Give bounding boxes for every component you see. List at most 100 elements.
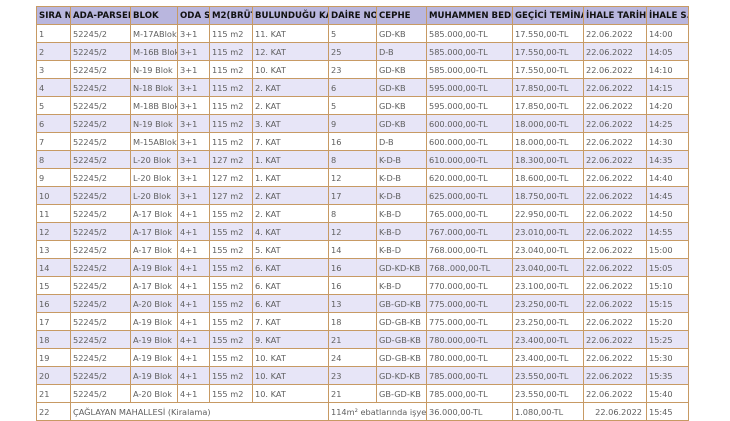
cell-daire-no: 8 (328, 150, 377, 169)
cell-ihale-saati: 14:45 (646, 186, 689, 205)
cell-sira-no: 20 (36, 366, 71, 385)
cell-ada-parsel: 52245/2 (70, 96, 131, 115)
table-row: 11 52245/2 A-17 Blok 4+1 155 m2 2. KAT 8 K-B-D 7… (36, 204, 689, 223)
cell-ihale-tarihi: 22.06.2022 (583, 168, 647, 187)
cell-ihale-saati: 14:00 (646, 24, 689, 43)
cell-ada-parsel: 52245/2 (70, 366, 131, 385)
cell-m2-brut: 155 m2 (209, 348, 253, 367)
cell-muhammen-bedel: 620.000,00-TL (426, 168, 513, 187)
cell-blok: A-17 Blok (130, 240, 178, 259)
cell-oda-sayisi: 3+1 (177, 78, 210, 97)
cell-daire-no: 21 (328, 384, 377, 403)
cell-muhammen-bedel: 768..000,00-TL (426, 258, 513, 277)
cell-ihale-saati: 15:05 (646, 258, 689, 277)
cell-ihale-tarihi: 22.06.2022 (583, 240, 647, 259)
cell-gecici-teminat: 1.080,00-TL (512, 402, 584, 421)
cell-m2-brut: 155 m2 (209, 384, 253, 403)
table-row: 3 52245/2 N-19 Blok 3+1 115 m2 10. KAT 23 GD-KB… (36, 60, 689, 79)
header-sira-no: SIRA N. (36, 6, 71, 25)
cell-oda-sayisi: 3+1 (177, 114, 210, 133)
cell-m2-brut: 115 m2 (209, 132, 253, 151)
cell-ihale-tarihi: 22.06.2022 (583, 348, 647, 367)
cell-blok: A-17 Blok (130, 204, 178, 223)
cell-ada-parsel: 52245/2 (70, 168, 131, 187)
cell-bulundugu-kat: 1. KAT (252, 168, 329, 187)
cell-m2-brut: 115 m2 (209, 114, 253, 133)
cell-oda-sayisi: 3+1 (177, 186, 210, 205)
cell-ihale-saati: 15:00 (646, 240, 689, 259)
cell-blok: A-19 Blok (130, 258, 178, 277)
cell-bulundugu-kat: 6. KAT (252, 294, 329, 313)
cell-ada-parsel: 52245/2 (70, 222, 131, 241)
cell-daire-no: 8 (328, 204, 377, 223)
cell-ihale-saati: 14:25 (646, 114, 689, 133)
cell-ihale-saati: 14:05 (646, 42, 689, 61)
cell-oda-sayisi: 4+1 (177, 276, 210, 295)
table-row: 5 52245/2 M-18B Blok 3+1 115 m2 2. KAT 5 GD-KB 5… (36, 96, 689, 115)
cell-sira-no: 9 (36, 168, 71, 187)
cell-blok: M-16B Blok (130, 42, 178, 61)
cell-daire-no: 23 (328, 60, 377, 79)
cell-cephe: GB-GD-KB (376, 384, 427, 403)
cell-ihale-tarihi: 22.06.2022 (583, 60, 647, 79)
cell-oda-sayisi: 4+1 (177, 330, 210, 349)
cell-sira-no: 3 (36, 60, 71, 79)
cell-bulundugu-kat: 6. KAT (252, 258, 329, 277)
cell-ihale-tarihi: 22.06.2022 (583, 222, 647, 241)
header-daire-no: DAİRE NO (328, 6, 377, 25)
cell-daire-no: 18 (328, 312, 377, 331)
header-gecici-teminat: GEÇİCİ TEMİNAT (512, 6, 584, 25)
cell-gecici-teminat: 18.000,00-TL (512, 132, 584, 151)
cell-ihale-saati: 14:50 (646, 204, 689, 223)
cell-daire-no: 16 (328, 132, 377, 151)
cell-sira-no: 5 (36, 96, 71, 115)
cell-oda-sayisi: 3+1 (177, 42, 210, 61)
cell-gecici-teminat: 23.550,00-TL (512, 384, 584, 403)
table-row: 2 52245/2 M-16B Blok 3+1 115 m2 12. KAT 25 D-B 5… (36, 42, 689, 61)
cell-ada-parsel: 52245/2 (70, 186, 131, 205)
table-row: 10 52245/2 L-20 Blok 3+1 127 m2 2. KAT 17 K-D-B… (36, 186, 689, 205)
cell-muhammen-bedel: 36.000,00-TL (426, 402, 513, 421)
table-row: 13 52245/2 A-17 Blok 4+1 155 m2 5. KAT 14 K-B-D… (36, 240, 689, 259)
cell-muhammen-bedel: 600.000,00-TL (426, 114, 513, 133)
table-row: 21 52245/2 A-20 Blok 4+1 155 m2 10. KAT 21 GB-G… (36, 384, 689, 403)
cell-m2-brut: 115 m2 (209, 96, 253, 115)
cell-cephe: D-B (376, 42, 427, 61)
header-cephe: CEPHE (376, 6, 427, 25)
cell-daire-no: 5 (328, 96, 377, 115)
cell-oda-sayisi: 3+1 (177, 168, 210, 187)
cell-m2-brut: 115 m2 (209, 78, 253, 97)
cell-gecici-teminat: 17.550,00-TL (512, 24, 584, 43)
cell-sira-no: 8 (36, 150, 71, 169)
cell-m2-brut: 115 m2 (209, 24, 253, 43)
cell-bulundugu-kat: 10. KAT (252, 384, 329, 403)
cell-cephe: K-B-D (376, 222, 427, 241)
cell-muhammen-bedel: 595.000,00-TL (426, 78, 513, 97)
cell-gecici-teminat: 17.850,00-TL (512, 78, 584, 97)
cell-muhammen-bedel: 767.000,00-TL (426, 222, 513, 241)
cell-ihale-saati: 14:55 (646, 222, 689, 241)
cell-ada-parsel: 52245/2 (70, 258, 131, 277)
table-body: 1 52245/2 M-17ABlok 3+1 115 m2 11. KAT 5 GD-KB 5… (36, 24, 689, 421)
cell-ada-parsel: 52245/2 (70, 60, 131, 79)
cell-blok: L-20 Blok (130, 186, 178, 205)
cell-blok: A-19 Blok (130, 312, 178, 331)
cell-ada-parsel: 52245/2 (70, 240, 131, 259)
header-muhammen-bedel: MUHAMMEN BEDEL (426, 6, 513, 25)
cell-oda-sayisi: 4+1 (177, 204, 210, 223)
cell-ihale-tarihi: 22.06.2022 (583, 330, 647, 349)
cell-sira-no: 15 (36, 276, 71, 295)
cell-ihale-saati: 15:40 (646, 384, 689, 403)
cell-cephe: GB-GD-KB (376, 294, 427, 313)
cell-ihale-tarihi: 22.06.2022 (583, 114, 647, 133)
cell-muhammen-bedel: 595.000,00-TL (426, 96, 513, 115)
cell-ihale-saati: 15:20 (646, 312, 689, 331)
table-row: 7 52245/2 M-15ABlok 3+1 115 m2 7. KAT 16 D-B 600… (36, 132, 689, 151)
table-row: 16 52245/2 A-20 Blok 4+1 155 m2 6. KAT 13 GB-GD… (36, 294, 689, 313)
cell-sira-no: 17 (36, 312, 71, 331)
cell-muhammen-bedel: 600.000,00-TL (426, 132, 513, 151)
cell-cephe: K-B-D (376, 204, 427, 223)
table-row: 9 52245/2 L-20 Blok 3+1 127 m2 1. KAT 12 K-D-B 6… (36, 168, 689, 187)
cell-cephe: K-B-D (376, 240, 427, 259)
